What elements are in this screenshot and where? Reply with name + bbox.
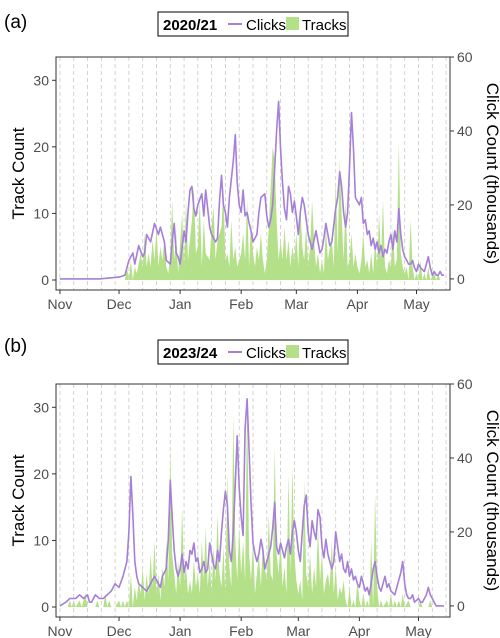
x-tick-label: Jan [169, 296, 192, 312]
y-left-tick-label: 0 [41, 599, 49, 615]
legend: 2023/24 Clicks Tracks [157, 339, 349, 365]
x-tick-label: Nov [47, 623, 72, 638]
x-tick-label: Feb [229, 296, 253, 312]
y-right-tick-label: 20 [457, 197, 473, 213]
legend-tracks-swatch [286, 17, 299, 30]
legend-tracks-swatch [286, 345, 299, 358]
x-tick-label: Dec [107, 296, 132, 312]
y-right-tick-label: 40 [457, 123, 473, 139]
y-right-axis-title: Click Count (thousands) [483, 83, 500, 264]
legend: 2020/21 Clicks Tracks [157, 11, 349, 37]
y-left-tick-label: 30 [33, 72, 49, 88]
y-right-tick-label: 0 [457, 598, 465, 614]
gridlines [59, 384, 447, 617]
x-tick-label: Mar [284, 296, 308, 312]
y-right-tick-label: 60 [457, 376, 473, 392]
panel-a: (a) Nov Dec Jan Feb Mar Apr May 0 10 20 30 0 20 40 60 Tr… [4, 11, 500, 312]
legend-tracks-label: Tracks [302, 345, 346, 362]
legend-tracks-label: Tracks [302, 17, 346, 34]
legend-clicks-label: Clicks [246, 345, 286, 362]
y-right-tick-label: 0 [457, 271, 465, 287]
x-tick-label: Apr [347, 296, 369, 312]
x-tick-label: May [405, 623, 431, 638]
y-left-axis-title: Track Count [9, 127, 28, 219]
x-tick-label: Feb [229, 623, 253, 638]
clicks-line [59, 398, 445, 607]
clicks-line [59, 100, 445, 280]
y-left-tick-label: 20 [33, 466, 49, 482]
y-right-tick-label: 40 [457, 450, 473, 466]
panel-b: (b) Nov Dec Jan Feb Mar Apr May 0 10 20 30 0 20 40 60 Tr… [4, 336, 500, 638]
y-right-tick-label: 20 [457, 524, 473, 540]
y-left-tick-label: 20 [33, 139, 49, 155]
y-left-tick-label: 10 [33, 205, 49, 221]
y-left-axis-title: Track Count [9, 454, 28, 546]
legend-box [157, 339, 349, 365]
tracks-area [59, 400, 433, 608]
plot-frame [55, 383, 451, 618]
plot-frame [55, 56, 451, 291]
y-right-axis-title: Click Count (thousands) [483, 410, 500, 591]
y-left-tick-label: 0 [41, 272, 49, 288]
x-tick-label: Mar [286, 623, 310, 638]
legend-box [157, 11, 349, 37]
y-right-tick-label: 60 [457, 49, 473, 65]
x-tick-label: Jan [169, 623, 192, 638]
legend-title: 2020/21 [163, 17, 217, 34]
x-tick-label: Dec [107, 623, 132, 638]
y-left-tick-label: 10 [33, 532, 49, 548]
legend-title: 2023/24 [163, 345, 218, 362]
gridlines [59, 57, 447, 290]
panel-label: (a) [4, 12, 27, 33]
x-tick-label: Apr [348, 623, 370, 638]
tracks-area [59, 140, 441, 281]
y-left-tick-label: 30 [33, 399, 49, 415]
panel-label: (b) [4, 336, 27, 357]
x-tick-label: May [403, 296, 429, 312]
x-tick-label: Nov [47, 296, 72, 312]
legend-clicks-label: Clicks [246, 17, 286, 34]
